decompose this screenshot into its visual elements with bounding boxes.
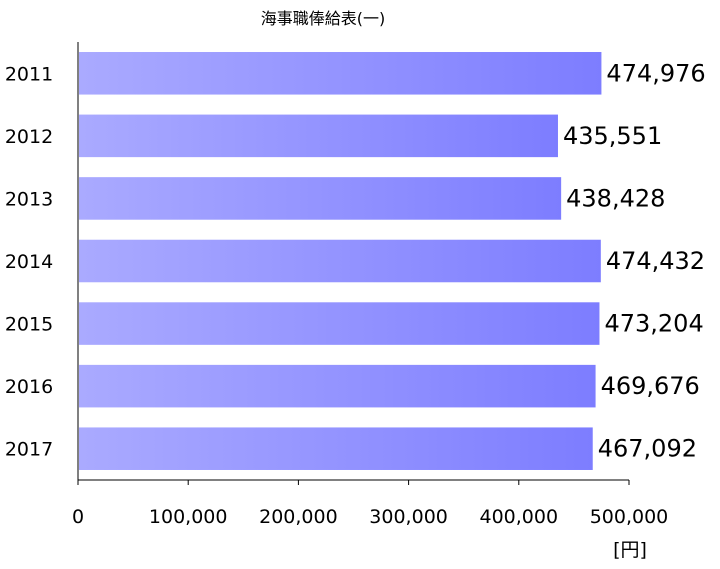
category-label-2017: 2017 — [5, 439, 53, 461]
x-tick-label: 200,000 — [259, 506, 338, 528]
bar-2017 — [79, 427, 593, 470]
x-ticks-group: 0 100,000 200,000 300,000 400,000 500,000 — [72, 480, 668, 528]
bar-2015 — [79, 302, 600, 345]
category-label-2014: 2014 — [5, 251, 53, 273]
x-tick-label: 100,000 — [149, 506, 228, 528]
x-tick-label: 500,000 — [590, 506, 669, 528]
x-tick-label: 300,000 — [369, 506, 448, 528]
data-label-2013: 438,428 — [566, 184, 665, 212]
data-label-2015: 473,204 — [604, 310, 703, 338]
bar-2012 — [79, 114, 558, 158]
x-tick-label: 0 — [72, 506, 84, 528]
data-label-2016: 469,676 — [601, 372, 700, 400]
bars-group: 2011 474,976 2012 435,551 2013 438,428 2014 474… — [5, 52, 706, 470]
x-unit-label: [円] — [613, 539, 647, 561]
category-label-2011: 2011 — [5, 63, 53, 85]
category-label-2013: 2013 — [5, 188, 53, 210]
bar-2014 — [79, 239, 601, 283]
category-label-2012: 2012 — [5, 126, 53, 148]
bar-2013 — [79, 177, 562, 220]
data-label-2012: 435,551 — [563, 122, 662, 150]
data-label-2017: 467,092 — [598, 435, 697, 463]
category-label-2015: 2015 — [5, 314, 53, 336]
chart-title: 海事職俸給表(一) — [261, 9, 386, 28]
x-tick-label: 400,000 — [480, 506, 559, 528]
data-label-2011: 474,976 — [606, 59, 705, 87]
bar-2016 — [79, 364, 596, 408]
bar-2011 — [79, 52, 602, 95]
data-label-2014: 474,432 — [606, 247, 705, 275]
category-label-2016: 2016 — [5, 376, 53, 398]
